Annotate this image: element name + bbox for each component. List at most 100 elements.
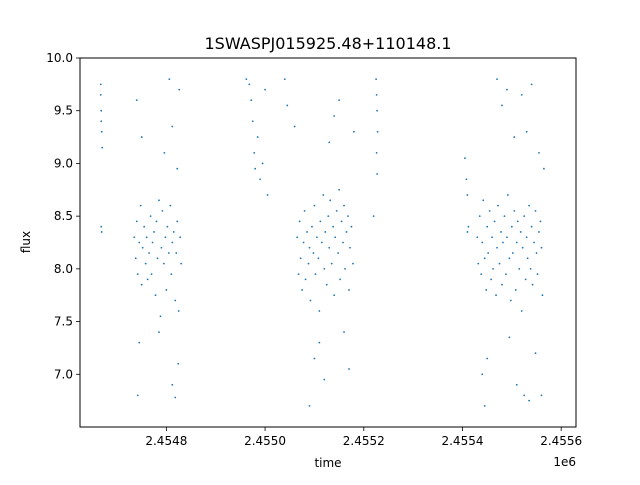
data-point	[140, 283, 143, 286]
data-point	[523, 394, 526, 397]
data-point	[514, 289, 517, 291]
data-point	[143, 225, 146, 228]
x-tick-label: 2.4556	[540, 434, 582, 448]
data-point	[536, 273, 539, 276]
data-point	[163, 262, 165, 265]
data-point	[501, 104, 503, 107]
data-point	[465, 178, 468, 181]
data-point	[317, 257, 320, 260]
data-point	[493, 220, 496, 223]
data-point	[158, 331, 160, 334]
y-tick-label: 9.0	[54, 156, 73, 170]
data-point	[296, 236, 299, 239]
data-point	[466, 194, 469, 196]
data-point	[159, 315, 162, 318]
data-point	[99, 94, 102, 96]
data-point	[313, 204, 316, 207]
data-point	[339, 278, 341, 281]
data-point	[324, 231, 327, 233]
data-point	[160, 246, 163, 249]
data-point	[497, 204, 499, 207]
data-point	[340, 220, 343, 223]
data-point	[347, 215, 349, 218]
data-point	[343, 204, 345, 207]
x-tick-label: 2.4548	[145, 434, 187, 448]
data-point	[503, 215, 506, 218]
data-point	[510, 225, 513, 228]
data-point	[538, 151, 540, 154]
plot-frame	[79, 57, 577, 428]
data-point	[150, 273, 153, 276]
data-point	[515, 241, 518, 244]
data-point	[526, 257, 529, 260]
data-point	[248, 83, 251, 86]
data-point	[316, 236, 318, 239]
data-point	[376, 130, 379, 133]
data-point	[487, 252, 490, 254]
data-point	[320, 241, 323, 244]
data-point	[256, 136, 259, 138]
data-point	[161, 209, 164, 212]
y-axis-label: flux	[19, 231, 33, 253]
data-point	[349, 246, 351, 249]
data-point	[307, 262, 310, 265]
data-point	[138, 341, 141, 344]
data-point	[156, 257, 159, 260]
data-point	[492, 267, 494, 270]
data-point	[540, 394, 543, 397]
data-point	[158, 199, 160, 202]
data-point	[100, 225, 103, 228]
data-point	[372, 215, 375, 218]
y-axis: 7.0 7.5 8.0 8.5 9.0 9.5 10.0	[46, 51, 80, 381]
data-point	[481, 241, 484, 244]
data-point	[293, 125, 296, 128]
data-point	[254, 167, 257, 170]
data-point	[486, 225, 489, 228]
data-point	[153, 231, 155, 233]
data-point	[172, 231, 175, 233]
data-point	[306, 231, 308, 233]
data-point	[352, 262, 354, 265]
data-point	[174, 299, 177, 302]
data-point	[140, 136, 143, 138]
points-layer	[99, 78, 545, 407]
data-point	[139, 204, 142, 207]
data-point	[179, 236, 182, 239]
data-point	[318, 310, 321, 312]
data-point	[151, 241, 154, 244]
data-point	[261, 162, 264, 165]
data-point	[509, 299, 512, 302]
data-point	[253, 151, 256, 154]
data-point	[535, 252, 538, 254]
data-point	[99, 83, 102, 86]
data-point	[165, 289, 168, 291]
data-point	[342, 241, 344, 244]
data-point	[483, 405, 486, 407]
data-point	[506, 88, 508, 91]
data-point	[518, 267, 521, 270]
data-point	[134, 257, 137, 260]
data-point	[325, 283, 328, 286]
data-point	[344, 267, 346, 270]
y-tick-label: 8.5	[54, 209, 73, 223]
data-point	[525, 236, 528, 239]
data-point	[138, 241, 141, 244]
data-point	[332, 225, 335, 228]
data-point	[149, 215, 152, 218]
data-point	[490, 278, 493, 281]
data-point	[323, 378, 326, 381]
data-point	[511, 252, 514, 254]
data-point	[311, 225, 313, 228]
data-point	[375, 94, 378, 96]
data-point	[177, 310, 180, 312]
data-point	[486, 357, 489, 360]
x-tick-label: 2.4550	[244, 434, 286, 448]
data-point	[330, 262, 333, 265]
data-point	[477, 262, 480, 265]
data-point	[245, 78, 248, 80]
data-point	[502, 241, 504, 244]
data-point	[464, 157, 466, 160]
data-point	[338, 188, 340, 191]
data-point	[500, 231, 502, 233]
